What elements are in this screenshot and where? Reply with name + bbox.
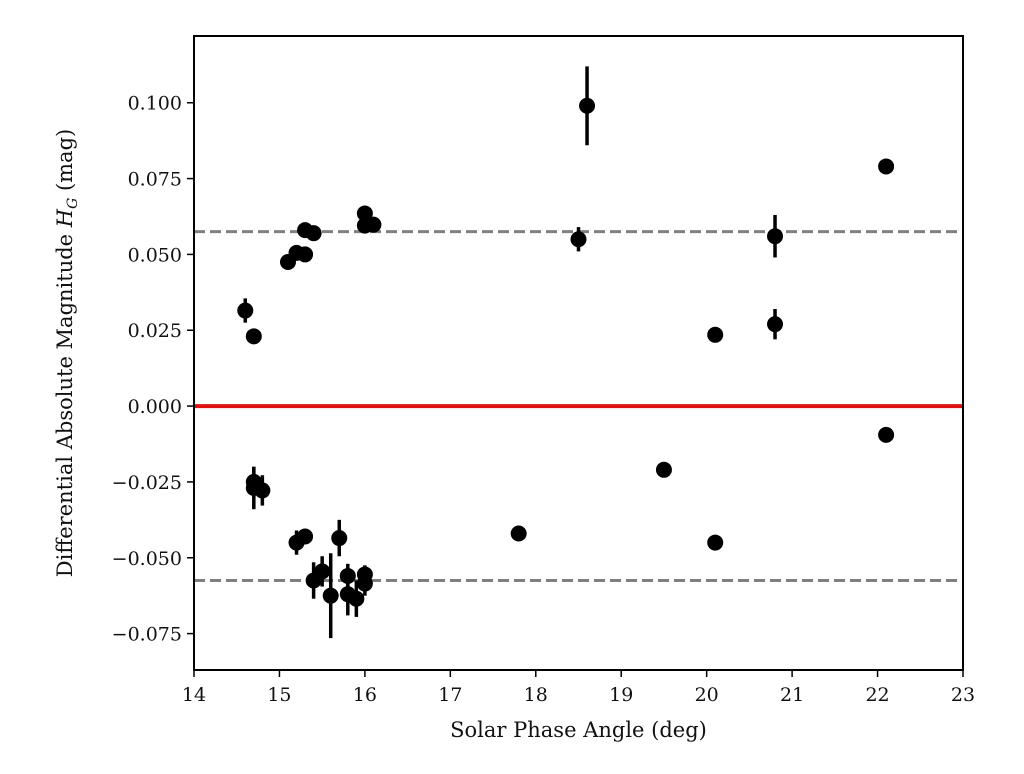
point-marker bbox=[878, 158, 895, 175]
x-tick-label: 18 bbox=[524, 684, 548, 706]
y-axis: −0.075 −0.050 −0.025 0.000 0.025 0.050 0.075 0.… bbox=[112, 93, 194, 646]
x-tick-label: 16 bbox=[353, 684, 377, 706]
y-tick-label: 0.100 bbox=[128, 93, 182, 115]
y-tick-label: 0.000 bbox=[128, 396, 182, 418]
point-marker bbox=[365, 216, 382, 233]
x-tick-label: 22 bbox=[865, 684, 889, 706]
x-tick-label: 20 bbox=[695, 684, 719, 706]
x-tick-label: 19 bbox=[609, 684, 633, 706]
point-marker bbox=[767, 228, 784, 245]
point-marker bbox=[570, 231, 587, 248]
point-marker bbox=[322, 587, 339, 604]
y-tick-label: −0.075 bbox=[112, 624, 182, 646]
point-marker bbox=[237, 302, 254, 319]
x-tick-label: 15 bbox=[267, 684, 291, 706]
data-point bbox=[297, 528, 314, 545]
y-axis-label: Differential Absolute Magnitude HG (mag) bbox=[53, 129, 81, 577]
point-marker bbox=[314, 563, 331, 580]
x-tick-label: 23 bbox=[951, 684, 975, 706]
x-tick-label: 17 bbox=[438, 684, 462, 706]
data-point bbox=[254, 475, 271, 506]
data-point bbox=[331, 519, 348, 557]
data-point bbox=[707, 534, 724, 551]
x-axis-label: Solar Phase Angle (deg) bbox=[450, 718, 707, 742]
data-point bbox=[878, 426, 895, 443]
point-marker bbox=[305, 225, 322, 242]
point-marker bbox=[707, 326, 724, 343]
point-marker bbox=[297, 246, 314, 263]
data-point bbox=[245, 328, 262, 345]
reference-lines bbox=[194, 230, 963, 583]
data-point bbox=[767, 309, 784, 340]
y-tick-label: 0.075 bbox=[128, 169, 182, 191]
point-marker bbox=[245, 328, 262, 345]
data-point bbox=[348, 580, 365, 617]
point-marker bbox=[254, 482, 271, 499]
y-tick-label: 0.025 bbox=[128, 320, 182, 342]
data-point bbox=[237, 298, 254, 323]
point-marker bbox=[878, 426, 895, 443]
plot-frame bbox=[193, 35, 964, 671]
point-marker bbox=[356, 575, 373, 592]
point-marker bbox=[579, 97, 596, 114]
x-tick-label: 21 bbox=[780, 684, 804, 706]
y-tick-label: 0.050 bbox=[128, 244, 182, 266]
data-point bbox=[322, 553, 339, 639]
data-point bbox=[356, 571, 373, 596]
point-marker bbox=[707, 534, 724, 551]
data-point bbox=[570, 227, 587, 252]
data-point bbox=[655, 461, 672, 478]
point-marker bbox=[356, 205, 373, 222]
y-tick-label: −0.050 bbox=[112, 548, 182, 570]
data-point bbox=[305, 225, 322, 242]
data-points bbox=[237, 66, 895, 639]
data-point bbox=[767, 214, 784, 258]
y-tick-label: −0.025 bbox=[112, 472, 182, 494]
data-point bbox=[314, 556, 331, 587]
data-point bbox=[707, 326, 724, 343]
data-point bbox=[297, 246, 314, 263]
point-marker bbox=[655, 461, 672, 478]
x-axis: 14 15 16 17 18 19 20 21 22 23 bbox=[182, 670, 975, 706]
point-marker bbox=[348, 590, 365, 607]
point-marker bbox=[510, 525, 527, 542]
data-point bbox=[510, 525, 527, 542]
x-tick-label: 14 bbox=[182, 684, 206, 706]
data-point bbox=[579, 66, 596, 146]
point-marker bbox=[767, 316, 784, 333]
point-marker bbox=[331, 530, 348, 547]
data-point bbox=[878, 158, 895, 175]
point-marker bbox=[297, 528, 314, 545]
data-point bbox=[365, 216, 382, 233]
data-point bbox=[356, 205, 373, 222]
